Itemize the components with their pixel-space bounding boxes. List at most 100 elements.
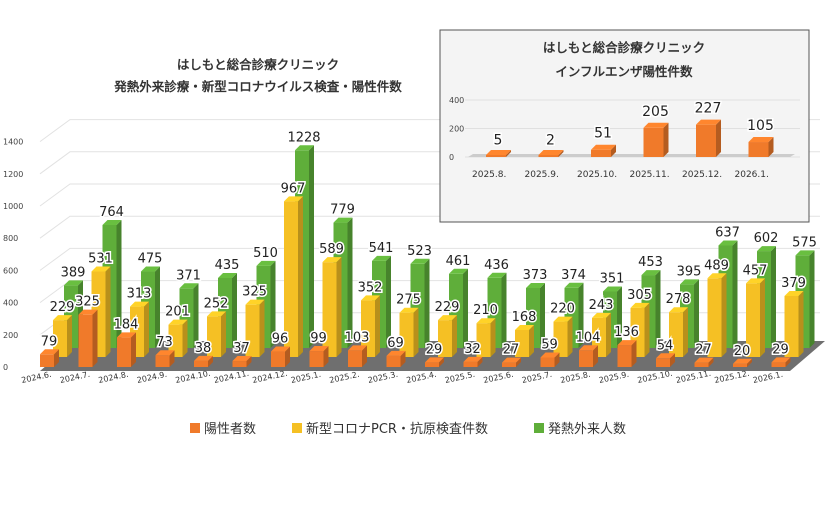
bar-top [425,357,444,363]
data-label: 523 [407,244,432,259]
bar-top [348,345,367,351]
bar-side [131,332,136,367]
bar-test [322,257,342,357]
bar-front [579,350,593,367]
bar-front [232,361,247,367]
bar-top [538,150,564,155]
bar-top [603,286,622,292]
bar-side [721,273,727,357]
bar-top [53,315,72,321]
x-tick-label: 2025.6. [483,370,515,385]
bar-top [748,137,774,143]
data-label: 475 [138,252,163,267]
bar-test [168,319,188,357]
y-tick-label: 1000 [3,202,23,211]
bar-positive [425,357,444,367]
bar-test [784,290,804,357]
bar-positive [117,332,136,367]
bar-top [295,145,314,151]
bar-side [490,318,496,357]
bar-top [680,279,699,285]
bar-top [757,246,776,252]
bar-top [333,217,353,223]
bar-front [117,337,131,367]
bar-side [323,346,329,367]
data-label: 457 [743,263,768,278]
bar-side [386,255,391,348]
bar-side [169,350,175,367]
bar-front [707,278,722,357]
bar-positive [656,353,675,367]
x-tick-label: 2025.7. [521,370,553,385]
bar-front [617,345,632,367]
bar-top [795,250,815,256]
chart-title: 発熱外来診療・新型コロナウイルス検査・陽性件数 [113,79,402,94]
bar-top [630,302,650,308]
bar-top [553,316,573,322]
data-label: 220 [550,302,575,317]
bar-side [246,356,252,367]
data-label: 104 [576,330,601,345]
inset-data-label: 105 [747,118,774,134]
bar-side [439,357,444,367]
y-tick-label: 400 [3,299,18,308]
bar-side [540,282,545,348]
data-label: 325 [75,295,100,310]
bar-side [716,119,721,157]
bar-side [578,282,584,348]
bar-positive [232,356,252,367]
inset-bar [591,144,616,157]
data-label: 229 [50,300,75,315]
bar-side [617,286,622,348]
bar-front [425,362,439,367]
data-label: 29 [772,342,789,357]
inset-x-tick-label: 2026.1. [735,170,769,180]
bar-side [747,358,752,367]
inset-x-tick-label: 2025.11. [630,170,670,180]
bar-positive [155,350,175,367]
y-tick-label: 0 [3,363,8,372]
data-label: 136 [614,325,639,340]
inset-data-label: 205 [642,104,669,120]
bar-top [486,150,511,155]
bar-front [322,262,337,357]
x-tick-label: 2025.2. [329,370,361,385]
bar-side [768,137,774,157]
inset-bar [538,150,564,157]
bar-top [592,312,611,318]
bar-side [644,302,650,357]
bar-top [694,357,714,363]
data-label: 103 [345,330,370,345]
x-tick-label: 2024.9. [136,370,168,385]
data-label: 436 [484,258,509,273]
y-tick-label: 1400 [3,138,23,147]
y-tick-label: 800 [3,234,18,243]
data-label: 29 [426,342,443,357]
data-label: 79 [41,334,58,349]
bar-side [375,295,380,357]
bar-side [413,307,419,357]
data-label: 764 [99,205,124,220]
data-label: 252 [204,296,229,311]
bar-front [463,361,478,367]
y-tick-label: 600 [3,266,18,275]
bar-front [553,321,568,357]
data-label: 589 [319,242,344,257]
inset-data-label: 2 [546,133,555,149]
bar-side [221,311,226,357]
data-label: 20 [734,344,751,359]
bar-front [656,358,670,367]
bar-side [232,272,237,348]
bar-front [538,155,559,157]
bar-side [708,357,714,367]
data-label: 275 [396,293,421,308]
bar-front [361,300,375,357]
bar-top [540,352,560,358]
bar-top [232,356,252,362]
data-label: 201 [165,305,190,320]
data-label: 371 [176,268,201,283]
bar-side [362,345,367,367]
x-tick-label: 2025.5. [444,370,476,385]
bar-top [130,301,149,307]
bar-positive [694,357,714,367]
